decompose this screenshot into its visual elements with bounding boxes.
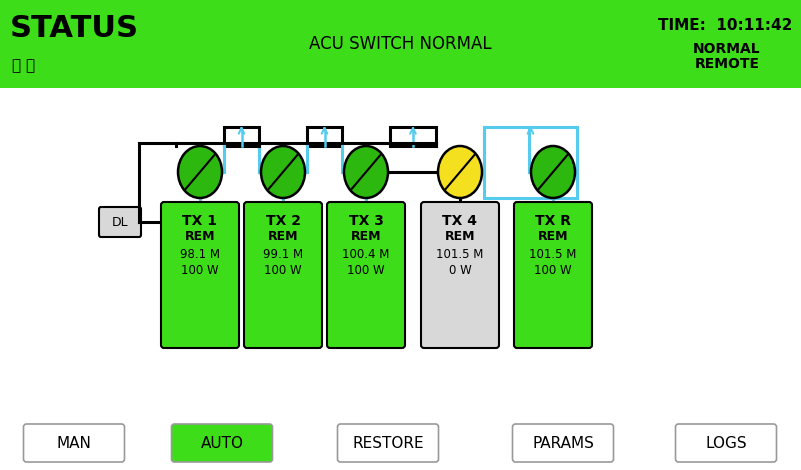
Text: 100 W: 100 W [264, 264, 302, 276]
Text: DL: DL [111, 216, 128, 228]
Bar [224, 127, 259, 146]
FancyBboxPatch shape [421, 202, 499, 348]
Ellipse shape [178, 146, 222, 198]
Text: 🔌 🔌: 🔌 🔌 [12, 58, 35, 73]
Text: 99.1 M: 99.1 M [263, 249, 303, 261]
Text: 100.4 M: 100.4 M [342, 249, 390, 261]
Ellipse shape [531, 146, 575, 198]
Text: TX 3: TX 3 [348, 214, 384, 228]
FancyBboxPatch shape [513, 424, 614, 462]
Text: TX 2: TX 2 [265, 214, 300, 228]
Text: REMOTE: REMOTE [694, 57, 759, 71]
Bar [484, 127, 577, 198]
Text: REM: REM [537, 230, 568, 243]
Text: TX 1: TX 1 [183, 214, 218, 228]
Text: 100 W: 100 W [534, 264, 572, 276]
FancyBboxPatch shape [337, 424, 438, 462]
Text: TX 4: TX 4 [442, 214, 477, 228]
Bar [390, 127, 436, 146]
Text: REM: REM [185, 230, 215, 243]
Text: 100 W: 100 W [347, 264, 384, 276]
FancyBboxPatch shape [161, 202, 239, 348]
FancyBboxPatch shape [327, 202, 405, 348]
Text: ACU SWITCH NORMAL: ACU SWITCH NORMAL [308, 35, 491, 53]
Ellipse shape [344, 146, 388, 198]
Text: TX R: TX R [535, 214, 571, 228]
Text: RESTORE: RESTORE [352, 436, 424, 451]
Text: 101.5 M: 101.5 M [437, 249, 484, 261]
FancyBboxPatch shape [171, 424, 272, 462]
FancyBboxPatch shape [99, 207, 141, 237]
Text: 0 W: 0 W [449, 264, 471, 276]
Text: STATUS: STATUS [10, 14, 139, 43]
FancyBboxPatch shape [244, 202, 322, 348]
Text: MAN: MAN [57, 436, 91, 451]
FancyBboxPatch shape [514, 202, 592, 348]
Text: NORMAL: NORMAL [693, 42, 761, 56]
Ellipse shape [438, 146, 482, 198]
Text: PARAMS: PARAMS [532, 436, 594, 451]
Text: 100 W: 100 W [181, 264, 219, 276]
FancyBboxPatch shape [23, 424, 124, 462]
Bar [307, 127, 342, 146]
Text: TIME:  10:11:42: TIME: 10:11:42 [658, 18, 792, 33]
Bar [0, 0, 801, 88]
Text: REM: REM [351, 230, 381, 243]
Text: AUTO: AUTO [200, 436, 244, 451]
Text: REM: REM [268, 230, 298, 243]
Text: 98.1 M: 98.1 M [180, 249, 220, 261]
Ellipse shape [261, 146, 305, 198]
Text: REM: REM [445, 230, 475, 243]
FancyBboxPatch shape [675, 424, 776, 462]
Text: LOGS: LOGS [705, 436, 747, 451]
Text: 101.5 M: 101.5 M [529, 249, 577, 261]
